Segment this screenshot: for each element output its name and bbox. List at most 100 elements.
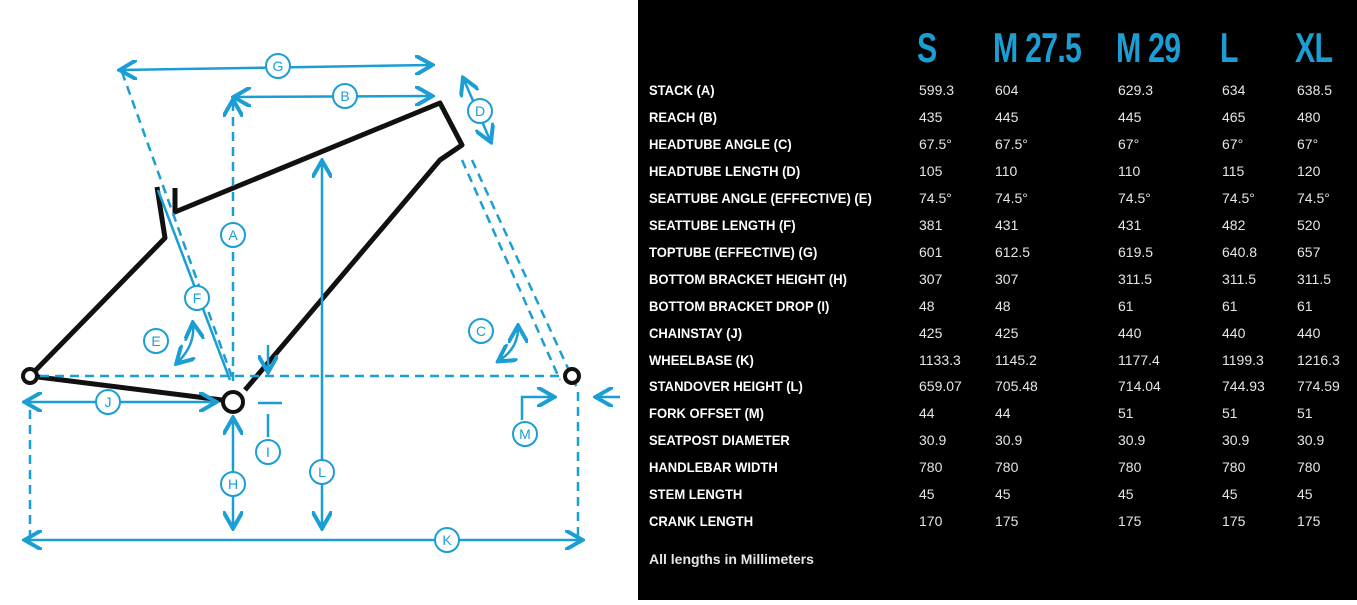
cell-value: 67.5° [919, 135, 952, 152]
table-row: BOTTOM BRACKET HEIGHT (H) 307 307 311.5 311.… [638, 271, 1357, 298]
cell-value: 175 [1297, 513, 1321, 530]
cell-value: 705.48 [995, 378, 1038, 395]
dimension-label-f: F [184, 285, 210, 311]
svg-text:D: D [475, 103, 485, 119]
cell-value: 74.5° [1118, 189, 1151, 206]
cell-value: 105 [919, 162, 943, 179]
svg-text:C: C [476, 323, 486, 339]
cell-value: 170 [919, 513, 943, 530]
table-row: SEATTUBE ANGLE (EFFECTIVE) (E) 74.5° 74.5°… [638, 190, 1357, 217]
row-label: STACK (A) [649, 82, 715, 98]
cell-value: 51 [1222, 405, 1238, 422]
units-note: All lengths in Millimeters [649, 551, 814, 567]
table-row: HANDLEBAR WIDTH 780 780 780 780 780 [638, 459, 1357, 486]
cell-value: 612.5 [995, 243, 1031, 260]
size-header: M 29 [1116, 24, 1181, 71]
svg-text:K: K [442, 532, 452, 548]
dimension-label-d: D [467, 98, 493, 124]
row-label: SEATPOST DIAMETER [649, 432, 790, 449]
cell-value: 120 [1297, 162, 1321, 179]
dimension-label-e: E [143, 328, 169, 354]
cell-value: 45 [919, 486, 935, 503]
cell-value: 480 [1297, 108, 1321, 125]
cell-value: 110 [995, 162, 1018, 179]
svg-text:M: M [519, 426, 531, 442]
cell-value: 634 [1222, 82, 1246, 98]
table-row: SEATPOST DIAMETER 30.9 30.9 30.9 30.9 30.9 [638, 432, 1357, 459]
cell-value: 440 [1297, 324, 1321, 341]
cell-value: 311.5 [1222, 270, 1256, 287]
bike-frame [28, 100, 465, 403]
frame-geometry-svg: A B C D E F G H I J K L M [21, 53, 620, 553]
cell-value: 445 [995, 108, 1019, 125]
cell-value: 714.04 [1118, 378, 1161, 395]
dimension-label-b: B [332, 83, 358, 109]
svg-text:H: H [228, 476, 238, 492]
dimension-label-h: H [220, 471, 246, 497]
c-angle-arrow [500, 328, 518, 360]
cell-value: 744.93 [1222, 378, 1265, 395]
cell-value: 780 [1118, 459, 1142, 476]
cell-value: 175 [1118, 513, 1142, 530]
cell-value: 604 [995, 82, 1019, 98]
cell-value: 520 [1297, 216, 1321, 233]
cell-value: 445 [1118, 108, 1142, 125]
cell-value: 51 [1297, 405, 1313, 422]
size-header: L [1220, 24, 1238, 71]
cell-value: 311.5 [1118, 270, 1152, 287]
cell-value: 1177.4 [1118, 351, 1160, 368]
dimension-label-i: I [255, 439, 281, 465]
cell-value: 657 [1297, 243, 1321, 260]
cell-value: 1145.2 [995, 351, 1037, 368]
cell-value: 67° [1118, 135, 1140, 152]
size-header: XL [1295, 24, 1333, 71]
cell-value: 30.9 [995, 432, 1023, 449]
cell-value: 431 [995, 216, 1019, 233]
cell-value: 44 [995, 405, 1011, 422]
cell-value: 774.59 [1297, 378, 1340, 395]
cell-value: 67° [1222, 135, 1244, 152]
dimension-label-c: C [468, 318, 494, 344]
cell-value: 115 [1222, 162, 1245, 179]
row-label: HANDLEBAR WIDTH [649, 459, 778, 476]
cell-value: 51 [1118, 405, 1134, 422]
table-row: BOTTOM BRACKET DROP (I) 48 48 61 61 61 [638, 298, 1357, 325]
cell-value: 425 [995, 324, 1019, 341]
size-header: S [917, 24, 937, 71]
cell-value: 175 [1222, 513, 1246, 530]
dimension-label-a: A [220, 222, 246, 248]
cell-value: 30.9 [1118, 432, 1146, 449]
dimension-label-j: J [95, 389, 121, 415]
cell-value: 67° [1297, 135, 1319, 152]
cell-value: 74.5° [1297, 189, 1330, 206]
cell-value: 61 [1297, 297, 1313, 314]
cell-value: 30.9 [919, 432, 947, 449]
cell-value: 465 [1222, 108, 1246, 125]
cell-value: 659.07 [919, 378, 962, 395]
cell-value: 110 [1118, 162, 1141, 179]
cell-value: 629.3 [1118, 82, 1154, 98]
cell-value: 61 [1118, 297, 1134, 314]
cell-value: 61 [1222, 297, 1238, 314]
cell-value: 67.5° [995, 135, 1028, 152]
cell-value: 640.8 [1222, 243, 1258, 260]
frame-geometry-diagram: A B C D E F G H I J K L M [0, 0, 638, 600]
table-row: FORK OFFSET (M) 44 44 51 51 51 [638, 405, 1357, 432]
row-label: STANDOVER HEIGHT (L) [649, 378, 803, 395]
m-dimension [520, 397, 552, 420]
cell-value: 431 [1118, 216, 1142, 233]
table-row: CHAINSTAY (J) 425 425 440 440 440 [638, 325, 1357, 352]
cell-value: 780 [995, 459, 1019, 476]
rear-axle [21, 367, 39, 385]
svg-text:A: A [228, 227, 238, 243]
cell-value: 780 [1222, 459, 1246, 476]
cell-value: 440 [1222, 324, 1246, 341]
chainstay [29, 373, 223, 403]
e-angle-arrow [178, 325, 193, 362]
bottom-bracket [221, 390, 245, 414]
row-label: BOTTOM BRACKET HEIGHT (H) [649, 270, 847, 287]
row-label: FORK OFFSET (M) [649, 405, 765, 422]
row-label: STEM LENGTH [649, 486, 743, 503]
row-label: HEADTUBE ANGLE (C) [649, 135, 792, 152]
dimension-label-l: L [309, 459, 335, 485]
